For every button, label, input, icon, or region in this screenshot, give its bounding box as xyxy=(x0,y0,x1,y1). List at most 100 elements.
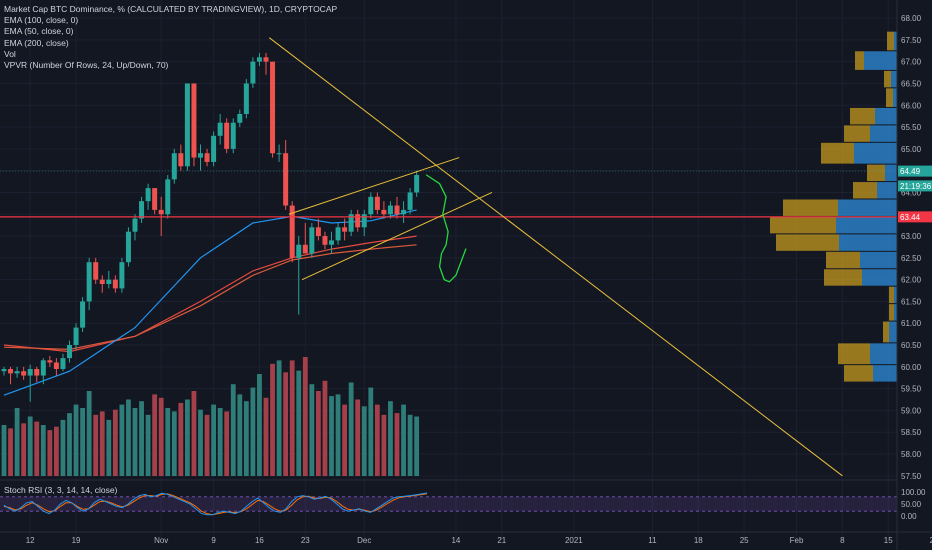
trendline xyxy=(288,157,460,215)
volume-bar xyxy=(270,363,275,476)
candle-body xyxy=(387,205,393,215)
volume-bar xyxy=(99,411,105,476)
volume-bar xyxy=(185,399,190,476)
time-tick-label: 18 xyxy=(694,536,703,545)
candle-body xyxy=(27,369,33,376)
candle-body xyxy=(342,227,348,232)
volume-bar xyxy=(401,404,406,476)
stoch-tick-label: 100.00 xyxy=(901,488,926,497)
vpvr-row-up xyxy=(870,343,897,365)
volume-bar xyxy=(54,426,59,476)
price-tick-label: 65.00 xyxy=(901,145,922,154)
volume-bar xyxy=(368,387,374,476)
price-tick-label: 61.50 xyxy=(901,297,922,306)
price-tick-label: 57.50 xyxy=(901,472,922,481)
candle-body xyxy=(230,122,236,149)
volume-bar xyxy=(211,404,216,476)
vpvr-row-up xyxy=(860,251,897,269)
price-tick-label: 58.50 xyxy=(901,428,922,437)
volume-bar xyxy=(342,404,347,476)
candle-body xyxy=(106,279,112,285)
candle-body xyxy=(184,83,190,167)
time-tick-label: 9 xyxy=(211,536,216,545)
volume-bar xyxy=(361,406,367,476)
candle-body xyxy=(276,153,282,155)
volume-bar xyxy=(407,414,413,476)
candle-body xyxy=(374,196,380,210)
candle-body xyxy=(335,227,341,241)
vpvr-row-up xyxy=(889,321,897,343)
drawings xyxy=(0,37,897,477)
vpvr-row-up xyxy=(894,286,897,304)
vpvr-row-up xyxy=(870,125,897,142)
candle-body xyxy=(99,279,105,285)
candle-body xyxy=(67,345,72,359)
volume-bar xyxy=(204,414,210,476)
volume-bar xyxy=(34,421,40,476)
candle-body xyxy=(112,279,118,289)
candle-body xyxy=(394,205,400,215)
vpvr-row-up xyxy=(894,304,897,321)
vpvr-row-down xyxy=(884,70,891,88)
vpvr-row-down xyxy=(855,51,864,70)
price-axis xyxy=(897,0,932,550)
ema200-line xyxy=(3,244,417,351)
vpvr-row-down xyxy=(826,251,860,269)
time-tick-label: 2021 xyxy=(565,536,583,545)
volume-bar xyxy=(374,404,380,476)
price-tick-label: 60.50 xyxy=(901,341,922,350)
vpvr-row-up xyxy=(873,365,897,382)
candle-body xyxy=(34,369,40,376)
time-tick-label: 23 xyxy=(301,536,310,545)
candle-body xyxy=(302,244,308,254)
vpvr-row-up xyxy=(893,88,897,107)
volume-bar xyxy=(126,399,131,476)
candle-body xyxy=(132,218,138,232)
candle-body xyxy=(119,262,125,289)
legend-ema200[interactable]: EMA (200, close) xyxy=(4,37,69,48)
time-tick-label: 8 xyxy=(840,536,845,545)
volume-bar xyxy=(335,394,341,476)
legend-ema50[interactable]: EMA (50, close, 0) xyxy=(4,26,74,37)
candle-body xyxy=(152,188,158,210)
price-tick-label: 67.50 xyxy=(901,36,922,45)
vpvr-row-down xyxy=(783,199,838,216)
time-tick-label: Feb xyxy=(790,536,804,545)
candle-body xyxy=(329,240,334,245)
time-tick-label: Nov xyxy=(154,536,168,545)
legend-vpvr[interactable]: VPVR (Number Of Rows, 24, Up/Down, 70) xyxy=(4,60,169,71)
legend-ema100[interactable]: EMA (100, close, 0) xyxy=(4,15,79,26)
price-candles xyxy=(1,52,420,402)
candle-body xyxy=(53,362,59,370)
candle-body xyxy=(171,153,177,180)
volume-bar xyxy=(243,401,249,476)
volume-bar xyxy=(322,380,328,476)
price-badge-label: 63.44 xyxy=(900,213,921,222)
vpvr-row-down xyxy=(886,88,893,107)
candle-body xyxy=(86,262,92,302)
volume-bar xyxy=(139,401,144,476)
candle-body xyxy=(414,175,420,193)
price-badge-label: 21:19:36 xyxy=(900,182,932,191)
price-tick-label: 61.00 xyxy=(901,319,922,328)
volume-bar xyxy=(165,408,171,476)
price-tick-label: 64.00 xyxy=(901,188,922,197)
candle-body xyxy=(361,214,367,228)
volume-bar xyxy=(112,409,118,476)
legend-vol[interactable]: Vol xyxy=(4,48,16,59)
candle-body xyxy=(224,122,230,149)
stoch-rsi-label[interactable]: Stoch RSI (3, 3, 14, 14, close) xyxy=(4,485,118,495)
candle-body xyxy=(1,369,7,372)
price-tick-label: 62.50 xyxy=(901,254,922,263)
candle-body xyxy=(178,153,184,167)
vpvr-row-up xyxy=(891,70,897,88)
candle-body xyxy=(40,360,46,376)
volume-bar xyxy=(381,414,387,476)
vpvr-row-up xyxy=(877,182,897,199)
candle-body xyxy=(289,205,295,258)
candle-body xyxy=(270,61,276,154)
symbol-title[interactable]: Market Cap BTC Dominance, % (CALCULATED … xyxy=(4,4,338,14)
vpvr-row-down xyxy=(853,182,877,199)
